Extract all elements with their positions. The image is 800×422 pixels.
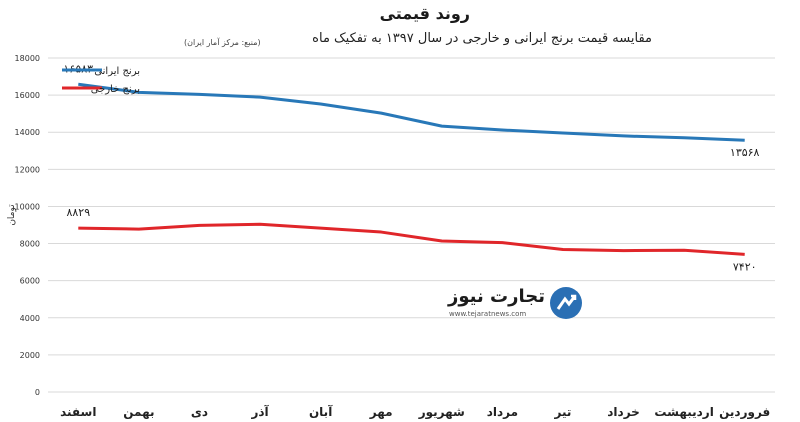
- y-tick-label: 12000: [15, 165, 40, 174]
- x-tick-label: شهریور: [418, 405, 465, 420]
- x-tick-label: آذر: [250, 404, 269, 419]
- chart-source: (منبع: مرکز آمار ایران): [184, 38, 261, 47]
- logo-emblem-icon: [550, 287, 582, 319]
- x-tick-label: آبان: [309, 404, 333, 419]
- data-label: ۷۴۲۰: [733, 260, 757, 273]
- data-label: ۸۸۲۹: [66, 206, 90, 219]
- x-tick-label: تیر: [554, 405, 572, 419]
- y-axis-label: تومان: [7, 204, 17, 226]
- x-tick-label: خرداد: [607, 405, 640, 419]
- x-tick-label: دی: [191, 405, 208, 419]
- y-tick-label: 8000: [20, 240, 40, 249]
- series-line-1: [78, 82, 745, 142]
- y-tick-label: 6000: [20, 277, 40, 286]
- x-tick-label: اسفند: [60, 405, 96, 419]
- data-label: ۱۳۵۶۸: [730, 146, 760, 159]
- x-tick-label: اردیبهشت: [654, 405, 713, 419]
- series-line-2: [78, 222, 745, 256]
- legend-label: برنج خارجی: [91, 84, 140, 95]
- y-tick-label: 2000: [20, 351, 40, 360]
- y-tick-label: 0: [35, 388, 40, 397]
- logo-url: www.tejaratnews.com: [449, 310, 527, 318]
- y-tick-label: 10000: [15, 202, 40, 211]
- x-tick-label: مهر: [369, 405, 393, 419]
- y-tick-label: 14000: [15, 128, 40, 137]
- legend-label: برنج ایرانی: [94, 66, 140, 77]
- x-tick-label: بهمن: [123, 405, 154, 419]
- y-tick-label: 16000: [15, 91, 40, 100]
- y-tick-label: 18000: [15, 54, 40, 63]
- watermark-logo: تجارت نیوز www.tejaratnews.com: [445, 286, 585, 326]
- x-tick-label: مرداد: [487, 405, 518, 419]
- logo-name: تجارت نیوز: [448, 286, 545, 307]
- y-tick-label: 4000: [20, 314, 40, 323]
- x-tick-label: فروردین: [719, 405, 770, 420]
- chart-title: روند قیمتی: [379, 4, 470, 23]
- chart-subtitle: مقایسه قیمت برنج ایرانی و خارجی در سال ۱…: [312, 31, 652, 46]
